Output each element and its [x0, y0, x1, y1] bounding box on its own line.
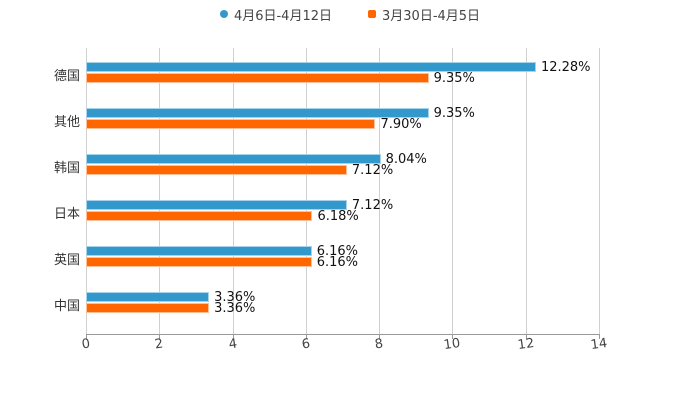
value-label: 9.35%	[433, 71, 475, 86]
gridline	[159, 48, 161, 334]
legend-item-series-1[interactable]: 4月6日-4月12日	[219, 4, 332, 24]
legend-square-icon	[368, 10, 376, 18]
bar[interactable]	[86, 108, 429, 118]
bar[interactable]	[86, 119, 376, 129]
x-axis-tick-label: 10	[443, 335, 462, 354]
category-label: 英国	[53, 253, 80, 268]
x-axis-tick	[452, 334, 454, 339]
bar[interactable]	[86, 154, 381, 164]
gridline	[232, 48, 234, 334]
value-label: 6.16%	[316, 255, 359, 270]
bar[interactable]	[86, 62, 536, 72]
x-axis-tick	[86, 334, 87, 339]
x-axis-tick-label: 2	[154, 336, 165, 353]
chart-legend: 4月6日-4月12日 3月30日-4月5日	[0, 4, 700, 24]
bar[interactable]	[86, 211, 313, 221]
value-label: 7.90%	[380, 117, 422, 132]
category-label: 韩国	[53, 161, 80, 176]
legend-label: 3月30日-4月5日	[382, 8, 481, 24]
x-axis-tick-label: 8	[373, 336, 385, 353]
x-axis-tick	[305, 334, 307, 339]
category-label: 德国	[53, 69, 80, 84]
category-label: 其他	[53, 115, 80, 130]
value-label: 12.28%	[540, 60, 591, 75]
gridline	[452, 48, 454, 334]
legend-label: 4月6日-4月12日	[233, 8, 332, 24]
gridline	[599, 48, 600, 334]
x-axis-tick-label: 12	[516, 335, 535, 354]
bar[interactable]	[86, 165, 347, 175]
bar[interactable]	[86, 303, 210, 313]
value-label: 7.12%	[351, 163, 394, 178]
x-axis-tick-label: 0	[80, 336, 92, 353]
x-axis-tick	[232, 334, 234, 339]
value-label: 6.18%	[317, 209, 359, 224]
x-axis-tick	[159, 334, 161, 339]
value-label: 9.35%	[433, 106, 475, 121]
gridline	[305, 48, 307, 334]
value-label: 3.36%	[214, 290, 256, 305]
category-label: 日本	[53, 207, 80, 222]
x-axis-line	[86, 334, 599, 335]
y-axis-line	[86, 48, 87, 334]
legend-circle-icon	[219, 10, 228, 18]
gridline	[379, 48, 381, 334]
legend-item-series-2[interactable]: 3月30日-4月5日	[368, 4, 480, 24]
value-label: 6.16%	[316, 244, 359, 259]
category-label: 中国	[53, 299, 80, 314]
value-label: 7.12%	[351, 198, 394, 213]
value-label: 3.36%	[214, 301, 256, 316]
value-label: 8.04%	[385, 152, 427, 167]
x-axis-tick-label: 14	[589, 335, 609, 354]
gridline	[525, 48, 527, 334]
bar[interactable]	[86, 292, 210, 302]
bar[interactable]	[86, 73, 429, 83]
bar[interactable]	[86, 200, 347, 210]
x-axis-tick-label: 4	[227, 336, 238, 353]
x-axis-tick	[599, 334, 600, 339]
x-axis-tick	[525, 334, 527, 339]
x-axis-tick	[379, 334, 381, 339]
x-axis-tick-label: 6	[300, 336, 311, 353]
bar[interactable]	[86, 246, 312, 256]
bar[interactable]	[86, 257, 312, 267]
